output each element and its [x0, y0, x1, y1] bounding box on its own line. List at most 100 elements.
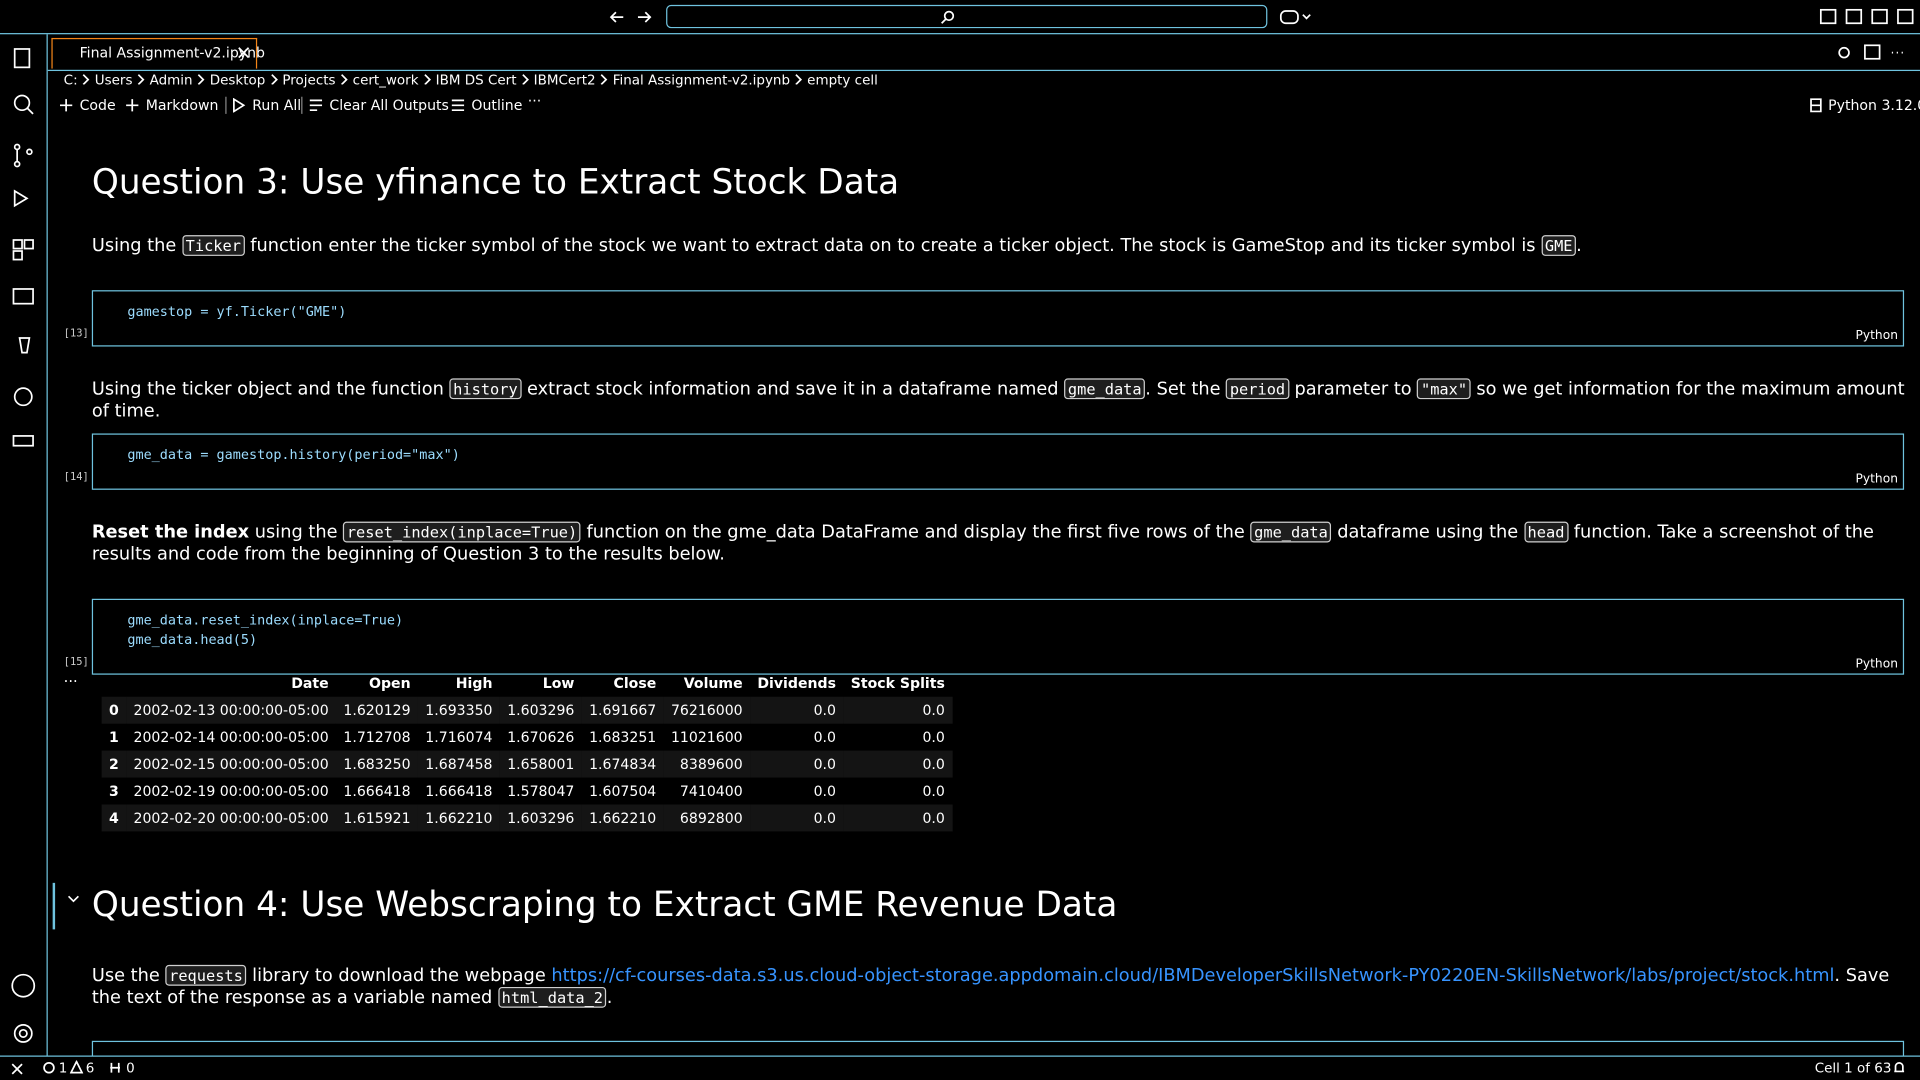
table-cell: 1.693350	[425, 701, 493, 719]
ports-count[interactable]: 0	[126, 1060, 135, 1077]
column-header: Open	[368, 674, 411, 692]
table-cell: 1.615921	[343, 809, 411, 827]
table-cell: 2002-02-19 00:00:00-05:00	[133, 782, 329, 800]
toolbar-run-all[interactable]: Run All	[252, 96, 302, 114]
kernel-name[interactable]: Python 3.12.0	[1828, 96, 1920, 114]
text: dataframe using the	[1331, 522, 1524, 543]
table-cell: 0.0	[922, 809, 945, 827]
code-line: gme_data = gamestop.history(period="max"…	[127, 446, 460, 463]
toolbar-separator	[225, 96, 227, 114]
tab[interactable]	[51, 37, 258, 69]
status-bar: 1 6 0 Cell 1 of 63	[0, 1055, 1920, 1080]
search-box[interactable]	[666, 4, 1268, 29]
toolbar-icon	[126, 99, 139, 112]
toolbar-more[interactable]: ···	[527, 91, 542, 109]
table-cell: 1.620129	[343, 701, 411, 719]
warning-count[interactable]: 6	[85, 1060, 95, 1077]
text: function on the gme_data DataFrame and d…	[580, 522, 1251, 543]
markdown-heading: Question 3: Use yfinance to Extract Stoc…	[91, 161, 900, 203]
toolbar-icon	[60, 99, 73, 112]
output-marker[interactable]: ...	[63, 668, 78, 686]
activity-bar	[0, 34, 48, 1056]
inline-code: requests	[165, 964, 247, 986]
breadcrumb-separator	[795, 74, 803, 85]
cell-language[interactable]: Python	[1855, 472, 1898, 487]
table-cell: 0.0	[813, 701, 837, 719]
toolbar-markdown[interactable]: Markdown	[145, 96, 219, 114]
inline-code: history	[449, 378, 522, 400]
text: Using the	[91, 236, 182, 256]
table-cell: 1.662210	[425, 809, 493, 827]
toolbar-clear[interactable]: Clear All Outputs	[329, 96, 449, 114]
cell-language[interactable]: Python	[1855, 657, 1898, 672]
inline-code: head	[1523, 521, 1569, 543]
breadcrumb-item[interactable]: Users	[94, 72, 133, 89]
link[interactable]: https://cf-courses-data.s3.us.cloud-obje…	[551, 966, 1835, 986]
activity-icons[interactable]	[10, 44, 39, 460]
layout-icons[interactable]	[1819, 8, 1916, 26]
tab-label[interactable]: Final Assignment-v2.ipynb	[79, 44, 265, 62]
markdown-paragraph: Using the Ticker function enter the tick…	[92, 235, 1910, 257]
account-settings-icons[interactable]	[10, 972, 39, 1045]
column-header: Dividends	[757, 674, 837, 692]
breadcrumb-separator	[424, 74, 431, 85]
toolbar-outline[interactable]: Outline	[471, 96, 523, 114]
table-cell: 0.0	[922, 701, 945, 719]
markdown-paragraph: Use the requests library to download the…	[92, 964, 1910, 1009]
text: using the	[249, 522, 344, 543]
editor-actions[interactable]	[1836, 44, 1912, 61]
cell-language[interactable]: Python	[1855, 329, 1898, 343]
breadcrumb: C: Users Admin Desktop Projects cert_work IBM …	[64, 72, 878, 89]
error-count[interactable]: 1	[58, 1060, 68, 1077]
inline-code: period	[1226, 378, 1289, 400]
column-header: Date	[291, 674, 329, 692]
nav-arrows[interactable]	[609, 9, 658, 26]
search-icon	[941, 10, 955, 24]
breadcrumb-item[interactable]: Admin	[149, 72, 193, 89]
breadcrumb-item[interactable]: Desktop	[209, 72, 266, 89]
row-index: 4	[108, 809, 119, 827]
inline-code: html_data_2	[497, 986, 607, 1008]
breadcrumb-item[interactable]: IBM DS Cert	[435, 72, 517, 89]
kernel-icon	[1810, 98, 1822, 113]
table-cell: 2002-02-14 00:00:00-05:00	[133, 728, 329, 746]
focus-indicator	[52, 882, 56, 930]
toolbar-icon	[233, 97, 246, 113]
ports-icon	[110, 1062, 121, 1073]
table-cell: 1.716074	[425, 728, 493, 746]
toolbar-icon	[309, 99, 323, 112]
breadcrumb-item[interactable]: Projects	[282, 72, 336, 89]
breadcrumb-item[interactable]: Final Assignment-v2.ipynb	[612, 72, 791, 89]
column-header: Stock Splits	[850, 674, 945, 692]
copilot-icon[interactable]	[1279, 7, 1312, 27]
breadcrumb-item[interactable]: cert_work	[352, 72, 419, 89]
breadcrumb-item[interactable]: empty cell	[807, 72, 878, 89]
column-header: Close	[613, 674, 657, 692]
table-cell: 1.578047	[507, 782, 575, 800]
table-cell: 2002-02-13 00:00:00-05:00	[133, 701, 329, 719]
text: . Set the	[1145, 379, 1227, 400]
toolbar-code[interactable]: Code	[79, 96, 116, 114]
text: parameter to	[1288, 379, 1418, 400]
cell-position[interactable]: Cell 1 of 63	[1814, 1060, 1892, 1077]
table-cell: 11021600	[670, 728, 743, 746]
breadcrumb-item[interactable]: C:	[63, 72, 78, 89]
table-cell: 8389600	[679, 755, 743, 773]
inline-code: "max"	[1417, 378, 1471, 400]
column-header: High	[455, 674, 493, 692]
breadcrumb-separator	[270, 74, 278, 85]
breadcrumb-separator	[138, 74, 145, 85]
remote-icon[interactable]	[11, 1063, 23, 1075]
table-cell: 1.683250	[343, 755, 411, 773]
column-header: Low	[542, 674, 575, 692]
toolbar-icon	[451, 99, 465, 112]
title-bar	[0, 0, 1920, 35]
tab-close[interactable]	[238, 47, 250, 59]
code-cell: gamestop = yf.Ticker("GME") Python	[91, 290, 1905, 347]
table-cell: 0.0	[813, 755, 837, 773]
table-row: 4 2002-02-20 00:00:00-05:00 1.615921 1.6622…	[101, 804, 953, 832]
code-line: gme_data.head(5)	[127, 631, 258, 648]
breadcrumb-item[interactable]: IBMCert2	[533, 72, 596, 89]
notifications-icon[interactable]	[1892, 1060, 1907, 1075]
